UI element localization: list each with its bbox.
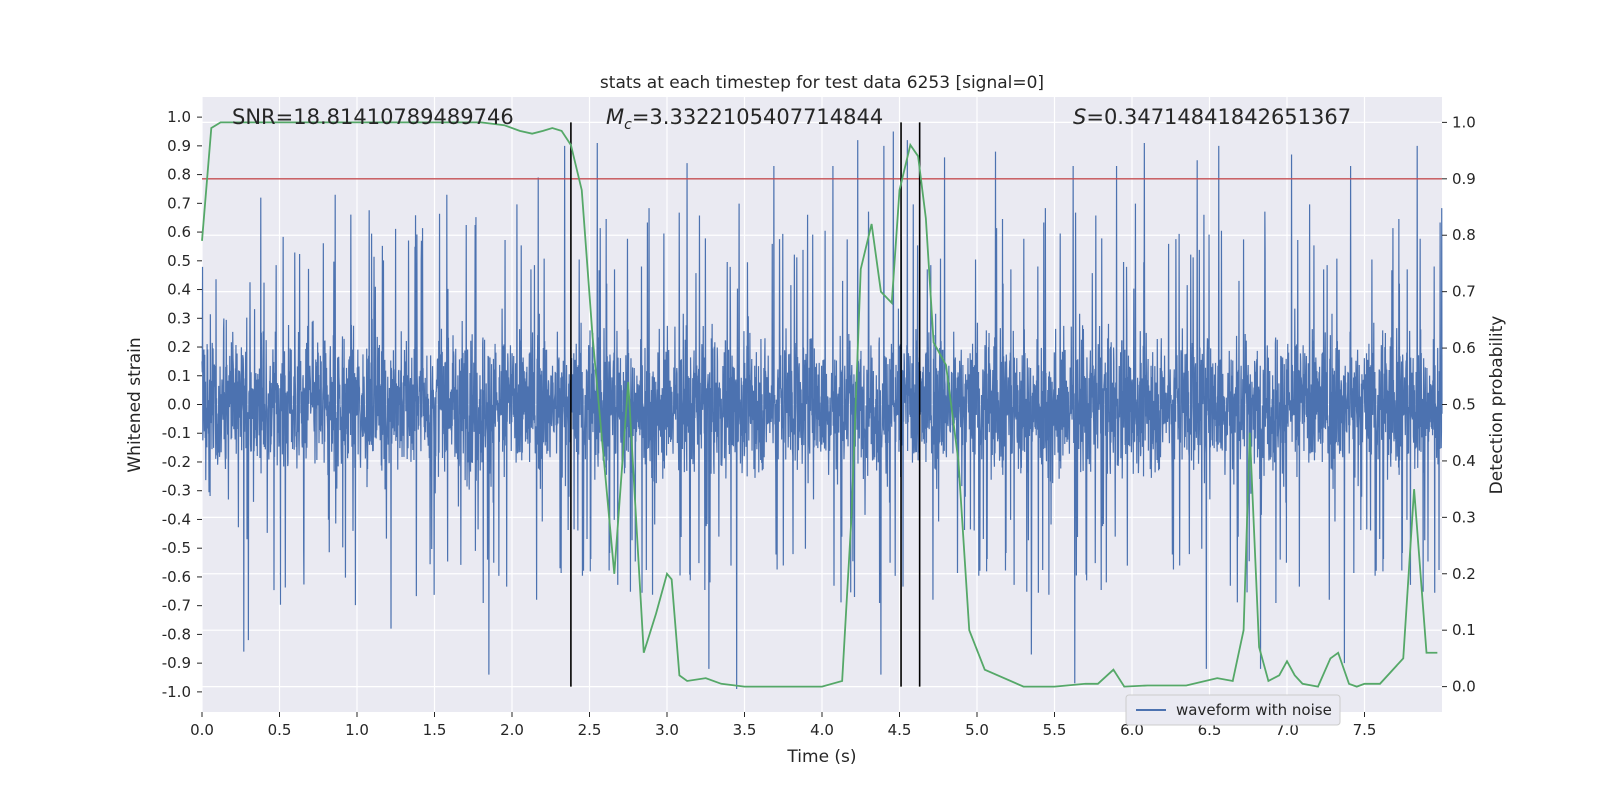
y-right-tick-label: 1.0 (1452, 113, 1476, 131)
y-left-tick-label: -0.1 (162, 424, 191, 442)
y-left-tick-label: 0.1 (167, 367, 191, 385)
y-left-tick-label: 0.5 (167, 252, 191, 270)
y-right-tick-label: 0.5 (1452, 396, 1476, 414)
x-axis-label: Time (s) (786, 747, 856, 767)
y-left-tick-label: -1.0 (162, 683, 191, 701)
waveform-series (201, 131, 1443, 690)
y-left-tick-label: -0.8 (162, 625, 191, 643)
ticks: 0.0 0.5 1.0 1.5 2.0 2.5 3.0 3.5 4.0 4.5 5.0 5.5 6.0 6… (162, 108, 1476, 739)
y-right-tick-label: 0.1 (1452, 621, 1476, 639)
y-left-tick-label: 0.3 (167, 309, 191, 327)
y-right-tick-label: 0.7 (1452, 283, 1476, 301)
y-right-tick-label: 0.9 (1452, 170, 1476, 188)
legend-box (1125, 694, 1341, 726)
y-left-tick-label: -0.5 (162, 539, 191, 557)
y-left-tick-label: 0.7 (167, 194, 191, 212)
x-tick-label: 5.0 (965, 721, 989, 739)
y-left-tick-label: 1.0 (167, 108, 191, 126)
y-left-tick-label: -0.9 (162, 654, 191, 672)
y-axis-label-left: Whitened strain (125, 337, 145, 472)
snr-annotation: SNR=18.81410789489746 (232, 105, 514, 129)
x-tick-label: 1.0 (345, 721, 369, 739)
y-left-tick-label: -0.3 (162, 482, 191, 500)
y-left-tick-label: -0.2 (162, 453, 191, 471)
y-left-tick-label: -0.4 (162, 510, 191, 528)
x-tick-label: 2.5 (578, 721, 602, 739)
probability-series (201, 121, 1438, 688)
y-left-tick-label: 0.9 (167, 137, 191, 155)
y-left-tick-label: 0.8 (167, 166, 191, 184)
chart-title: stats at each timestep for test data 625… (600, 73, 1044, 93)
y-axis-label-right: Detection probability (1487, 316, 1507, 495)
x-tick-label: 0.5 (268, 721, 292, 739)
s-annotation: S=0.34714841842651367 (1073, 105, 1351, 129)
x-tick-label: 1.5 (423, 721, 447, 739)
x-tick-label: 5.5 (1043, 721, 1067, 739)
x-tick-label: 0.0 (190, 721, 214, 739)
y-right-tick-label: 0.2 (1452, 565, 1476, 583)
y-left-tick-label: 0.6 (167, 223, 191, 241)
y-left-tick-label: -0.6 (162, 568, 191, 586)
y-right-tick-label: 0.6 (1452, 339, 1476, 357)
legend-entry: waveform with noise (1176, 701, 1332, 719)
x-tick-label: 7.5 (1353, 721, 1377, 739)
x-tick-label: 4.0 (810, 721, 834, 739)
y-right-tick-label: 0.3 (1452, 508, 1476, 526)
waveform-line (201, 131, 1443, 690)
overlays (202, 122, 1442, 687)
y-left-tick-label: 0.2 (167, 338, 191, 356)
y-right-tick-label: 0.4 (1452, 452, 1476, 470)
x-tick-label: 2.0 (500, 721, 524, 739)
detection-probability-line (201, 121, 1438, 688)
y-left-tick-label: -0.7 (162, 597, 191, 615)
y-left-tick-label: 0.0 (167, 396, 191, 414)
x-tick-label: 4.5 (888, 721, 912, 739)
y-right-tick-label: 0.0 (1452, 678, 1476, 696)
y-right-tick-label: 0.8 (1452, 226, 1476, 244)
chirp-mass-annotation: Mc=3.3322105407714844 (606, 105, 883, 133)
x-tick-label: 3.0 (655, 721, 679, 739)
y-left-tick-label: 0.4 (167, 281, 191, 299)
x-tick-label: 3.5 (733, 721, 757, 739)
legend: waveform with noise (1125, 694, 1341, 726)
